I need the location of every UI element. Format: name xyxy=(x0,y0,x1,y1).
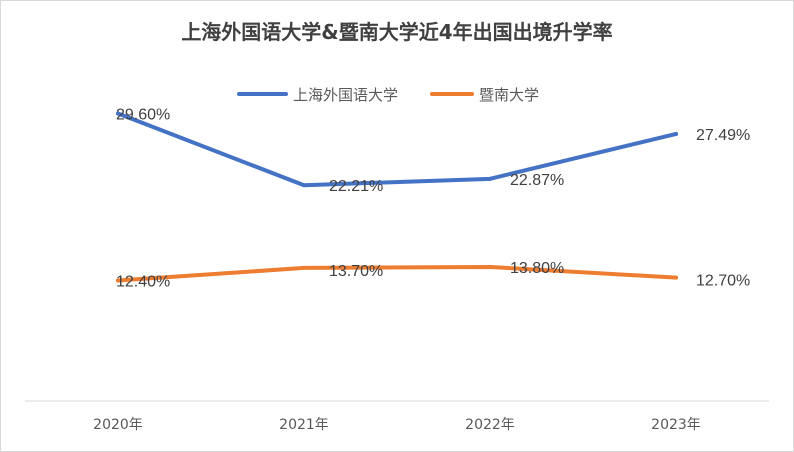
data-label: 12.70% xyxy=(696,273,750,290)
data-point xyxy=(488,176,492,181)
series-lines xyxy=(116,111,678,283)
series-line-1 xyxy=(116,111,678,188)
x-axis-ticks: 2020年 2021年 2022年 2023年 xyxy=(93,417,701,433)
series-line-2 xyxy=(116,264,678,283)
data-point xyxy=(488,264,492,269)
data-label: 29.60% xyxy=(116,106,170,123)
x-tick-label: 2023年 xyxy=(651,417,701,433)
data-label: 13.70% xyxy=(329,263,383,280)
data-label: 12.40% xyxy=(116,274,170,291)
data-point xyxy=(302,265,306,270)
data-label: 13.80% xyxy=(510,260,564,277)
data-point xyxy=(116,111,120,116)
data-label: 22.87% xyxy=(510,172,564,189)
legend-label-series-2: 暨南大学 xyxy=(479,86,539,104)
x-tick-label: 2021年 xyxy=(279,417,329,433)
x-tick-label: 2020年 xyxy=(93,417,143,433)
chart-title: 上海外国语大学&暨南大学近4年出国出境升学率 xyxy=(181,20,612,44)
data-point xyxy=(674,275,678,280)
data-label: 27.49% xyxy=(696,127,750,144)
data-label: 22.21% xyxy=(329,178,383,195)
data-labels: 29.60% 22.21% 22.87% 27.49% 12.40% 13.70% 13.8… xyxy=(116,106,750,290)
legend-label-series-1: 上海外国语大学 xyxy=(293,86,398,104)
data-point xyxy=(116,278,120,283)
x-tick-label: 2022年 xyxy=(465,417,515,433)
data-point xyxy=(674,131,678,136)
legend: 上海外国语大学 暨南大学 xyxy=(237,86,539,104)
data-point xyxy=(302,183,306,188)
